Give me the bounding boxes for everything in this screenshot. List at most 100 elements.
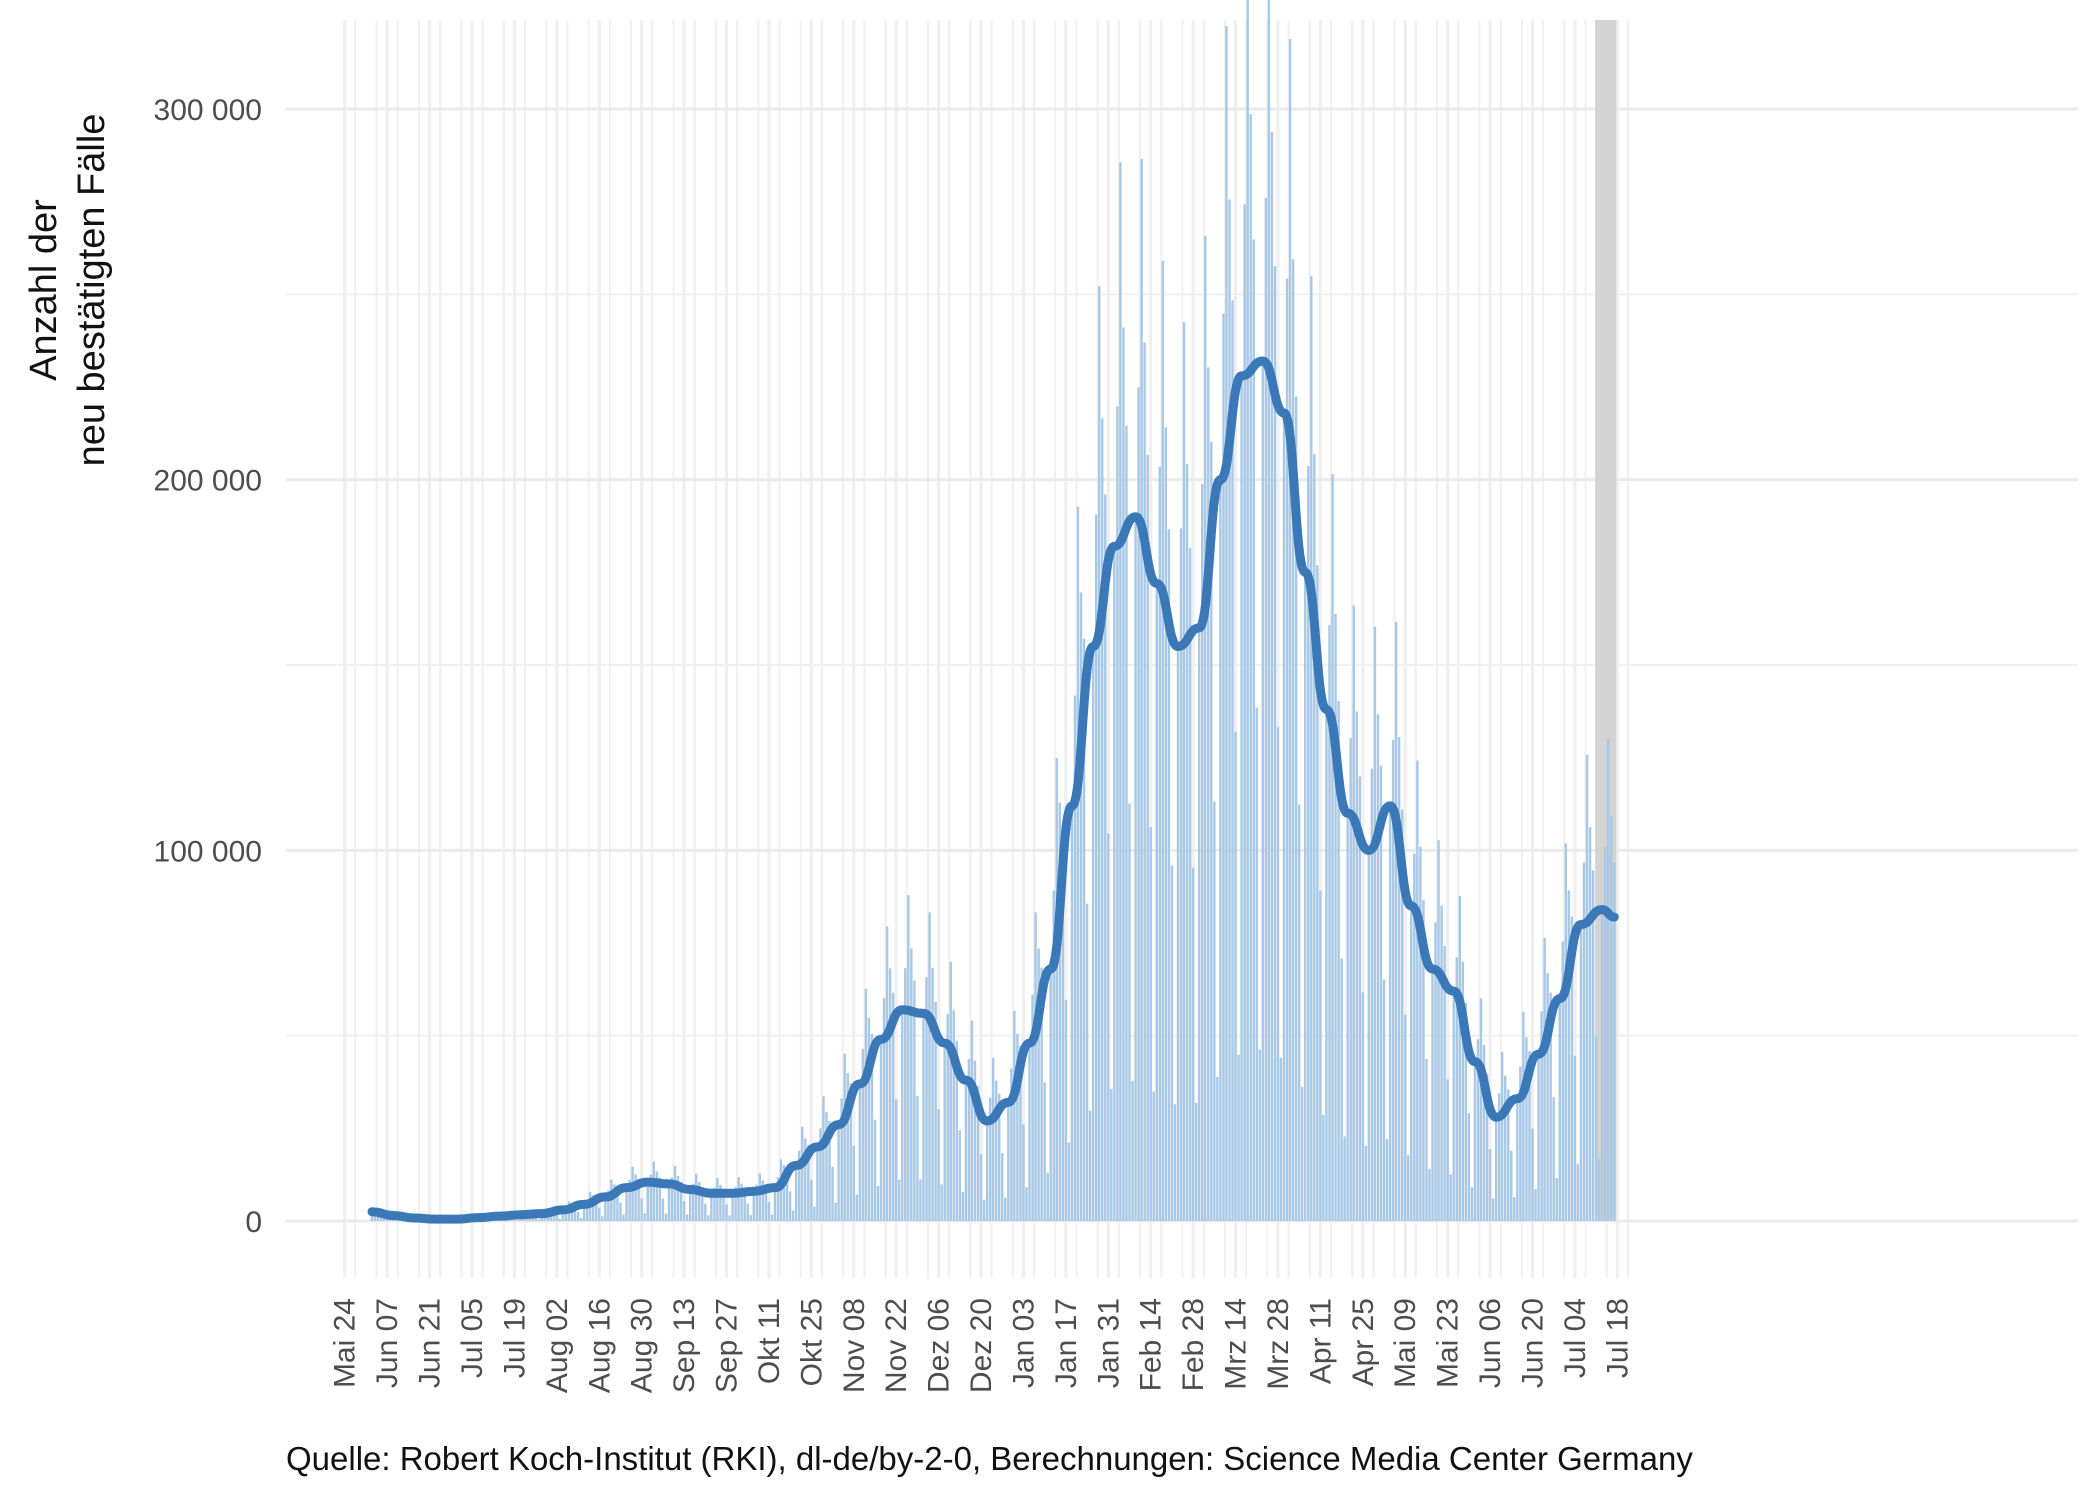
- bar-day-393: [1561, 941, 1565, 1221]
- bar-day-354: [1443, 945, 1446, 1221]
- bar-day-134: [776, 1177, 780, 1221]
- bar-day-349: [1428, 1168, 1431, 1221]
- bar-day-364: [1473, 1061, 1477, 1221]
- bar-day-268: [1182, 322, 1186, 1221]
- bar-day-401: [1585, 754, 1589, 1221]
- bar-day-235: [1082, 638, 1086, 1221]
- bar-day-334: [1382, 979, 1386, 1221]
- bar-day-237: [1088, 1110, 1092, 1221]
- x-tick-label: Apr 25: [1347, 1298, 1380, 1386]
- bar-day-403: [1591, 870, 1595, 1221]
- bar-day-234: [1079, 592, 1083, 1221]
- bar-day-367: [1482, 1044, 1486, 1221]
- bar-day-249: [1125, 425, 1128, 1221]
- bar-day-148: [819, 1128, 822, 1221]
- bar-day-89: [640, 1198, 643, 1221]
- bar-day-192: [952, 1010, 955, 1221]
- bar-day-366: [1479, 998, 1483, 1221]
- x-tick-label: Jun 07: [371, 1298, 404, 1388]
- bar-day-181: [919, 1179, 922, 1221]
- bar-day-146: [813, 1206, 816, 1221]
- bar-day-122: [740, 1183, 743, 1221]
- bar-day-94: [655, 1171, 659, 1221]
- bar-day-291: [1252, 239, 1255, 1221]
- bar-day-252: [1134, 516, 1137, 1221]
- bar-day-305: [1294, 396, 1298, 1221]
- bar-day-368: [1485, 1074, 1489, 1221]
- bar-day-76: [601, 1216, 604, 1221]
- bar-day-207: [997, 1093, 1001, 1221]
- bar-day-68: [576, 1211, 580, 1221]
- bar-day-162: [861, 1048, 865, 1221]
- bar-day-323: [1349, 738, 1352, 1221]
- bar-day-160: [855, 1194, 859, 1221]
- bar-day-105: [688, 1189, 692, 1221]
- bar-day-80: [613, 1184, 616, 1221]
- bar-day-217: [1028, 1043, 1031, 1221]
- bar-day-339: [1397, 737, 1401, 1221]
- bar-day-299: [1276, 727, 1280, 1221]
- bar-day-100: [673, 1166, 677, 1221]
- x-tick-label: Nov 08: [838, 1298, 871, 1393]
- bar-day-119: [731, 1193, 734, 1221]
- bar-day-109: [701, 1187, 704, 1221]
- bar-day-142: [801, 1126, 804, 1221]
- bar-day-91: [646, 1182, 649, 1221]
- bar-day-324: [1352, 605, 1355, 1221]
- bar-day-170: [885, 926, 889, 1221]
- bar-day-352: [1437, 840, 1440, 1221]
- bar-day-81: [616, 1187, 619, 1221]
- bar-day-70: [582, 1204, 586, 1221]
- bar-day-227: [1058, 802, 1062, 1221]
- bar-day-328: [1364, 1145, 1368, 1221]
- bar-day-395: [1567, 890, 1571, 1221]
- bar-day-385: [1537, 1054, 1540, 1221]
- bar-day-317: [1331, 474, 1334, 1221]
- bar-day-384: [1534, 1188, 1537, 1221]
- bar-day-194: [958, 1130, 962, 1221]
- bar-day-267: [1179, 528, 1183, 1221]
- bar-day-278: [1213, 801, 1216, 1221]
- bar-day-78: [607, 1190, 610, 1221]
- bar-day-126: [752, 1191, 755, 1221]
- bar-day-347: [1422, 900, 1425, 1221]
- caption: Quelle: Robert Koch-Institut (RKI), dl-d…: [286, 1440, 1693, 1477]
- bar-day-173: [894, 1099, 898, 1221]
- bar-day-313: [1319, 890, 1322, 1221]
- y-tick-label: 200 000: [154, 465, 262, 498]
- x-tick-label: Sep 13: [668, 1298, 701, 1393]
- bar-day-345: [1416, 760, 1419, 1221]
- bar-day-262: [1164, 427, 1168, 1221]
- x-tick-label: Aug 16: [583, 1298, 616, 1393]
- bar-day-110: [704, 1203, 707, 1221]
- bar-day-314: [1322, 1114, 1325, 1221]
- bar-day-229: [1064, 999, 1068, 1221]
- bar-day-296: [1267, 0, 1271, 1222]
- bar-day-265: [1173, 1104, 1177, 1221]
- bar-day-404: [1594, 1036, 1598, 1221]
- bar-day-410: [1613, 862, 1616, 1221]
- bar-day-120: [734, 1187, 737, 1221]
- bar-day-71: [585, 1199, 589, 1221]
- bar-day-406: [1600, 909, 1604, 1221]
- bar-day-198: [970, 1020, 974, 1221]
- bar-day-247: [1119, 162, 1122, 1221]
- bar-day-169: [882, 997, 886, 1221]
- bar-day-348: [1425, 1058, 1428, 1221]
- bar-day-292: [1255, 707, 1258, 1221]
- bar-day-373: [1500, 1051, 1504, 1221]
- bar-day-189: [943, 1043, 946, 1221]
- bar-day-180: [916, 1095, 919, 1221]
- bar-day-103: [682, 1201, 686, 1221]
- bar-day-330: [1370, 768, 1374, 1221]
- x-tick-label: Jun 20: [1516, 1298, 1549, 1388]
- bar-day-360: [1461, 961, 1465, 1221]
- bar-day-183: [925, 976, 928, 1221]
- bar-day-231: [1070, 805, 1074, 1221]
- bar-day-204: [988, 1097, 992, 1221]
- bar-day-214: [1019, 1045, 1022, 1221]
- bar-day-96: [661, 1198, 665, 1221]
- bar-day-107: [694, 1173, 698, 1221]
- bar-day-264: [1170, 865, 1174, 1221]
